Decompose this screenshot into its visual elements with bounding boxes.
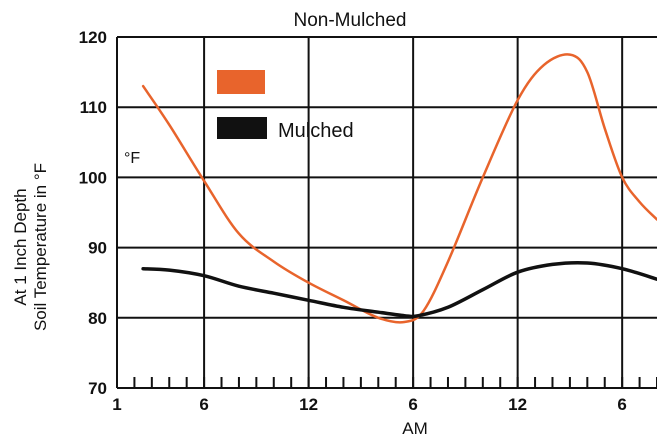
y-axis-label-depth: At 1 Inch Depth [11,188,30,305]
legend-swatch-nonmulched [217,70,265,94]
series-line-nonmulched [141,53,657,324]
legend-label-mulched: Mulched [278,120,354,142]
series-line-mulched [141,260,657,319]
y-axis-label-temperature: Soil Temperature in °F [31,163,50,331]
x-tick-label-2: 12 [299,395,318,414]
series [141,53,657,324]
y-tick-label-80: 80 [88,309,107,328]
y-tick-label-110: 110 [80,98,107,117]
y-tick-label-120: 120 [79,28,107,47]
tick-labels: 70 80 90 100 110 120 1 6 12 6 12 6 [79,28,627,414]
y-unit-annotation: °F [124,150,140,167]
axis-ticks [116,377,657,388]
x-tick-label-5: 6 [617,395,626,414]
x-tick-label-4: 12 [508,395,527,414]
y-tick-label-100: 100 [79,168,107,187]
x-axis-label: AM [402,419,428,437]
x-tick-label-0: 1 [112,395,121,414]
grid [116,36,657,389]
chart-title: Non-Mulched [294,10,407,31]
x-tick-label-1: 6 [199,395,208,414]
y-tick-label-90: 90 [88,239,107,258]
y-tick-label-70: 70 [88,379,107,398]
legend-swatch-mulched [217,117,267,139]
x-tick-label-3: 6 [408,395,417,414]
